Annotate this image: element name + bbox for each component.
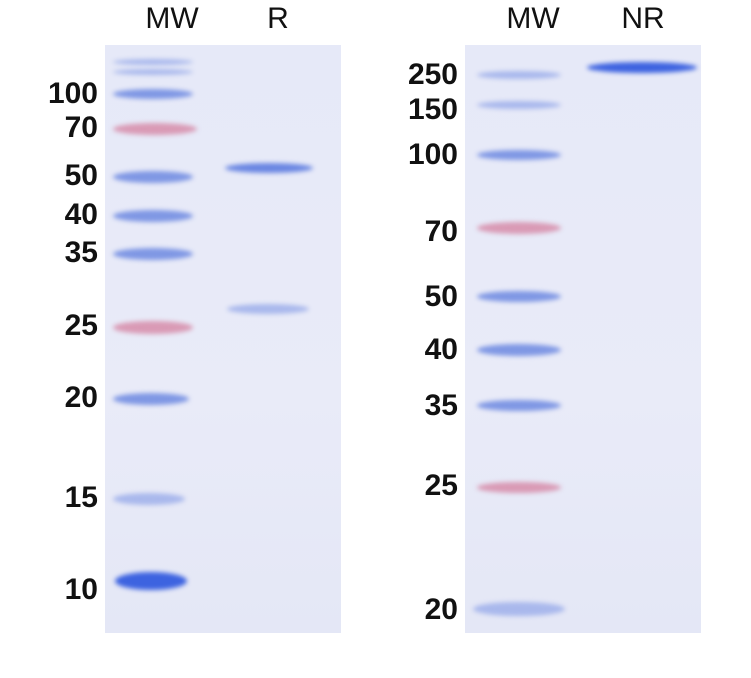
mw-label: 40: [424, 333, 458, 366]
mw-label: 40: [64, 198, 98, 231]
mw-label: 50: [64, 159, 98, 192]
ladder-band-50: [113, 171, 193, 183]
mw-label: 100: [47, 77, 98, 110]
mw-label: 35: [424, 389, 458, 422]
lane-header-mw-left: MW: [145, 2, 199, 35]
mw-label: 15: [64, 481, 98, 514]
mw-label: 50: [424, 280, 458, 313]
ladder-band-40: [477, 344, 561, 356]
sample-band-light-chain: [227, 304, 309, 314]
sample-band-intact: [587, 62, 697, 73]
ladder-band-50: [477, 291, 561, 302]
ladder-band-20: [473, 602, 565, 616]
mw-label: 20: [64, 381, 98, 414]
mw-label: 70: [424, 215, 458, 248]
ladder-band-15: [113, 493, 185, 505]
mw-label: 10: [64, 573, 98, 606]
ladder-band: [113, 59, 193, 65]
gel-right: [465, 45, 701, 633]
mw-label: 25: [424, 469, 458, 502]
ladder-band-35: [477, 400, 561, 411]
ladder-band-25: [477, 482, 561, 493]
ladder-band-10: [115, 572, 187, 590]
ladder-band-70: [113, 123, 197, 135]
mw-label: 250: [407, 58, 458, 91]
mw-label: 25: [64, 309, 98, 342]
mw-label: 100: [407, 138, 458, 171]
ladder-band: [113, 69, 193, 75]
ladder-band-25: [113, 321, 193, 334]
lane-header-nr: NR: [621, 2, 665, 35]
ladder-band-35: [113, 248, 193, 260]
ladder-band-70: [477, 222, 561, 234]
ladder-band-250: [477, 71, 561, 79]
lane-header-mw-right: MW: [506, 2, 560, 35]
ladder-band-100: [113, 89, 193, 99]
mw-label: 70: [64, 111, 98, 144]
lane-header-r: R: [267, 2, 289, 35]
sample-band-heavy-chain: [225, 163, 313, 173]
ladder-band-150: [477, 101, 561, 109]
mw-label: 150: [407, 93, 458, 126]
ladder-band-100: [477, 150, 561, 160]
ladder-band-40: [113, 210, 193, 222]
gel-left: [105, 45, 341, 633]
mw-label: 35: [64, 236, 98, 269]
mw-label: 20: [424, 593, 458, 626]
ladder-band-20: [113, 393, 189, 405]
